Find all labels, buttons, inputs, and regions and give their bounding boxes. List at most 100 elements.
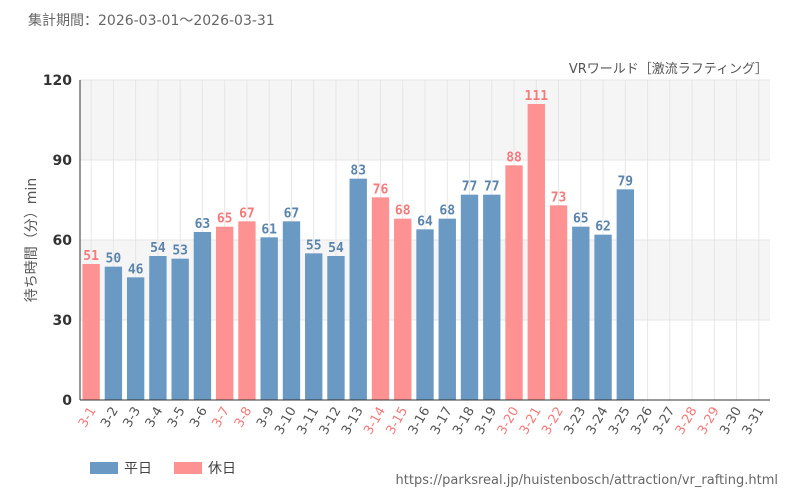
bar-value-labels: 51 50 46 54 53 63 65 67 61 67 55 54 83 76 68 64 68 77 77 88…	[83, 89, 633, 277]
x-tick-label: 3-16	[406, 405, 434, 438]
y-tick-labels: 0 30 60 90 120	[43, 73, 72, 409]
x-tick-label: 3-13	[339, 405, 367, 438]
bar-3-18	[460, 194, 479, 400]
bar-value-label: 68	[439, 204, 455, 219]
legend-label-holiday: 休日	[208, 461, 236, 477]
bar-value-label: 67	[239, 206, 255, 221]
bar-3-8	[238, 221, 256, 400]
bar-3-10	[282, 221, 301, 400]
bar-3-11	[305, 253, 323, 400]
bars	[82, 104, 635, 400]
y-tick-label: 30	[53, 313, 73, 329]
source-url: https://parksreal.jp/huistenbosch/attrac…	[395, 473, 778, 488]
bar-3-22	[549, 205, 568, 400]
bar-value-label: 61	[261, 222, 277, 237]
bar-chart: 51 50 46 54 53 63 65 67 61 67 55 54 83 76 68 64 68 77 77 88…	[24, 62, 770, 438]
x-tick-label: 3-23	[562, 405, 590, 438]
bar-value-label: 53	[172, 244, 188, 259]
bar-3-16	[416, 229, 434, 400]
bar-3-23	[572, 226, 590, 400]
bar-value-label: 76	[373, 182, 389, 197]
x-tick-label: 3-5	[165, 405, 189, 431]
y-tick-label: 90	[53, 153, 73, 169]
bar-3-14	[371, 197, 390, 400]
period-label: 集計期間：2026-03-01～2026-03-31	[28, 13, 275, 29]
legend: 平日 休日	[90, 458, 258, 478]
bar-3-3	[126, 277, 145, 400]
x-tick-label: 3-12	[317, 405, 345, 438]
x-tick-label: 3-8	[232, 405, 256, 431]
legend-item-weekday: 平日	[90, 458, 152, 478]
x-tick-label: 3-26	[628, 405, 656, 438]
bar-value-label: 62	[595, 220, 611, 235]
y-tick-label: 120	[43, 73, 72, 89]
x-tick-label: 3-21	[517, 405, 545, 438]
x-tick-label: 3-10	[272, 405, 300, 438]
bar-3-15	[394, 218, 412, 400]
x-tick-label: 3-18	[450, 405, 478, 438]
x-tick-label: 3-31	[740, 405, 768, 438]
legend-item-holiday: 休日	[174, 458, 236, 478]
bar-3-24	[594, 234, 612, 400]
bar-3-1	[82, 264, 100, 400]
bar-3-2	[104, 266, 123, 400]
bar-value-label: 54	[328, 241, 344, 256]
bar-value-label: 111	[525, 89, 549, 104]
bar-value-label: 63	[195, 217, 211, 232]
y-tick-label: 0	[62, 393, 72, 409]
bar-value-label: 83	[350, 164, 366, 179]
chart-title: VRワールド［激流ラフティング］	[569, 62, 768, 77]
x-tick-label: 3-25	[606, 405, 634, 438]
x-tick-labels: 3-13-23-33-43-53-63-73-83-93-103-113-123…	[76, 405, 767, 438]
bar-3-12	[327, 256, 345, 400]
bar-value-label: 79	[617, 174, 633, 189]
x-tick-label: 3-27	[651, 405, 679, 438]
bar-value-label: 50	[106, 252, 122, 267]
bar-value-label: 73	[551, 190, 567, 205]
bar-value-label: 77	[484, 180, 500, 195]
y-tick-label: 60	[53, 233, 73, 249]
x-tick-label: 3-11	[294, 405, 322, 438]
x-tick-label: 3-28	[673, 405, 701, 438]
legend-swatch-weekday	[90, 462, 118, 474]
x-tick-label: 3-1	[76, 405, 100, 431]
x-tick-label: 3-17	[428, 405, 456, 438]
bar-3-9	[260, 237, 278, 400]
x-tick-label: 3-19	[472, 405, 500, 438]
bar-3-19	[483, 194, 501, 400]
bar-3-5	[171, 258, 189, 400]
bar-3-21	[527, 104, 545, 400]
x-tick-label: 3-4	[143, 405, 167, 431]
bar-3-6	[193, 232, 212, 400]
x-tick-label: 3-20	[495, 405, 523, 438]
bar-value-label: 77	[462, 180, 478, 195]
bar-value-label: 68	[395, 204, 411, 219]
x-tick-label: 3-6	[187, 405, 211, 431]
bar-3-25	[616, 189, 635, 400]
bar-value-label: 65	[573, 212, 589, 227]
bar-value-label: 64	[417, 214, 433, 229]
legend-swatch-holiday	[174, 462, 202, 474]
x-tick-label: 3-29	[695, 405, 723, 438]
x-tick-label: 3-30	[717, 405, 745, 438]
x-tick-label: 3-14	[361, 405, 389, 438]
x-tick-label: 3-3	[121, 405, 145, 431]
bar-value-label: 67	[284, 206, 300, 221]
bar-value-label: 54	[150, 241, 166, 256]
bar-value-label: 46	[128, 262, 144, 277]
bar-3-20	[505, 165, 523, 400]
bar-value-label: 51	[83, 249, 99, 264]
bar-value-label: 65	[217, 212, 233, 227]
bar-3-17	[438, 218, 456, 400]
legend-label-weekday: 平日	[124, 461, 152, 477]
x-tick-label: 3-2	[98, 405, 122, 431]
bar-3-7	[215, 226, 234, 400]
x-tick-label: 3-22	[539, 405, 567, 438]
bar-3-13	[349, 178, 367, 400]
bar-3-4	[149, 256, 167, 400]
x-tick-label: 3-7	[210, 405, 234, 431]
x-tick-label: 3-24	[584, 405, 612, 438]
bar-value-label: 55	[306, 238, 322, 253]
y-axis-title: 待ち時間（分）min	[24, 178, 40, 302]
x-tick-label: 3-15	[383, 405, 411, 438]
